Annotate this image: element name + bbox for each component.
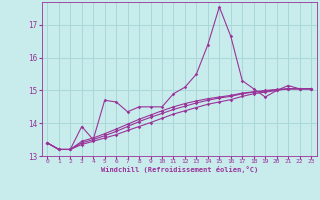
X-axis label: Windchill (Refroidissement éolien,°C): Windchill (Refroidissement éolien,°C) (100, 166, 258, 173)
